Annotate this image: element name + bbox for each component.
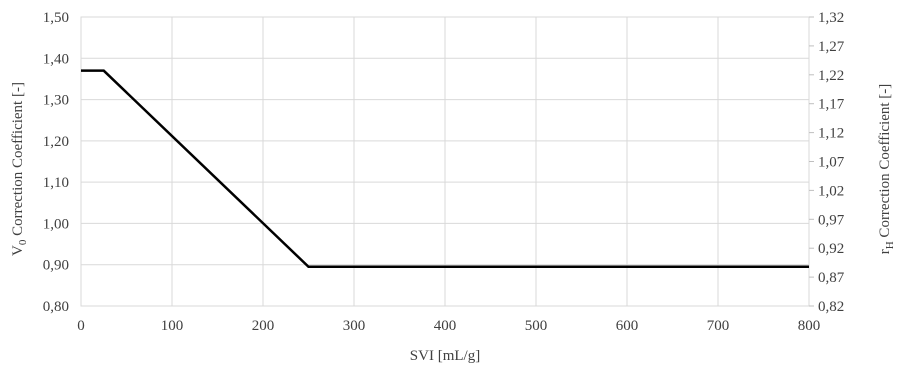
y2-tick-label: 0,97 <box>818 212 845 228</box>
y-tick-label: 1,50 <box>43 10 69 26</box>
x-tick-label: 500 <box>525 318 548 334</box>
y2-tick-label: 1,32 <box>818 10 844 26</box>
y2-tick-label: 1,17 <box>818 97 845 113</box>
y2-axis-title-sub: H <box>884 241 896 249</box>
y2-axis-title-main: r <box>877 249 893 254</box>
y-tick-label: 1,10 <box>43 175 69 191</box>
x-tick-label: 100 <box>161 318 184 334</box>
y2-tick-label: 1,12 <box>818 126 844 142</box>
y2-tick-label: 1,22 <box>818 68 844 84</box>
series-line <box>81 69 809 269</box>
y-tick-label: 1,30 <box>43 93 69 109</box>
y-tick-label: 1,20 <box>43 134 69 150</box>
grid-lines <box>80 16 810 307</box>
y-axis-title-rest: Correction Coefficient [-] <box>10 82 26 240</box>
y-axis-title: V0 Correction Coefficient [-] <box>10 82 29 256</box>
x-tick-label: 0 <box>77 318 85 334</box>
x-tick-label: 600 <box>616 318 639 334</box>
y-axis-title-main: V <box>10 245 26 256</box>
y-tick-label: 0,80 <box>43 299 69 315</box>
x-tick-label: 700 <box>707 318 730 334</box>
y2-axis-ticks: 0,82 0,87 0,92 0,97 1,02 1,07 1,12 1,17 1,22 1,27… <box>809 10 845 315</box>
x-tick-label: 200 <box>252 318 275 334</box>
y2-axis-title-rest: Correction Coefficient [-] <box>877 84 893 242</box>
series-group <box>81 69 809 269</box>
x-tick-label: 300 <box>343 318 366 334</box>
y-tick-label: 1,00 <box>43 216 69 232</box>
y2-axis-title: rH Correction Coefficient [-] <box>877 84 896 255</box>
y-axis-ticks: 0,80 0,90 1,00 1,10 1,20 1,30 1,40 1,50 <box>43 10 69 315</box>
x-tick-label: 800 <box>798 318 821 334</box>
y2-tick-label: 1,07 <box>818 155 845 171</box>
x-tick-label: 400 <box>434 318 457 334</box>
y2-tick-label: 0,92 <box>818 241 844 257</box>
y2-tick-label: 0,82 <box>818 299 844 315</box>
y-axis-title-sub: 0 <box>17 239 29 245</box>
y2-tick-label: 1,27 <box>818 39 845 55</box>
x-axis-title: SVI [mL/g] <box>410 348 480 364</box>
y2-tick-label: 1,02 <box>818 183 844 199</box>
y-tick-label: 0,90 <box>43 258 69 274</box>
y2-tick-label: 0,87 <box>818 270 845 286</box>
x-axis-ticks: 0 100 200 300 400 500 600 700 800 <box>77 318 820 334</box>
y-tick-label: 1,40 <box>43 51 69 67</box>
